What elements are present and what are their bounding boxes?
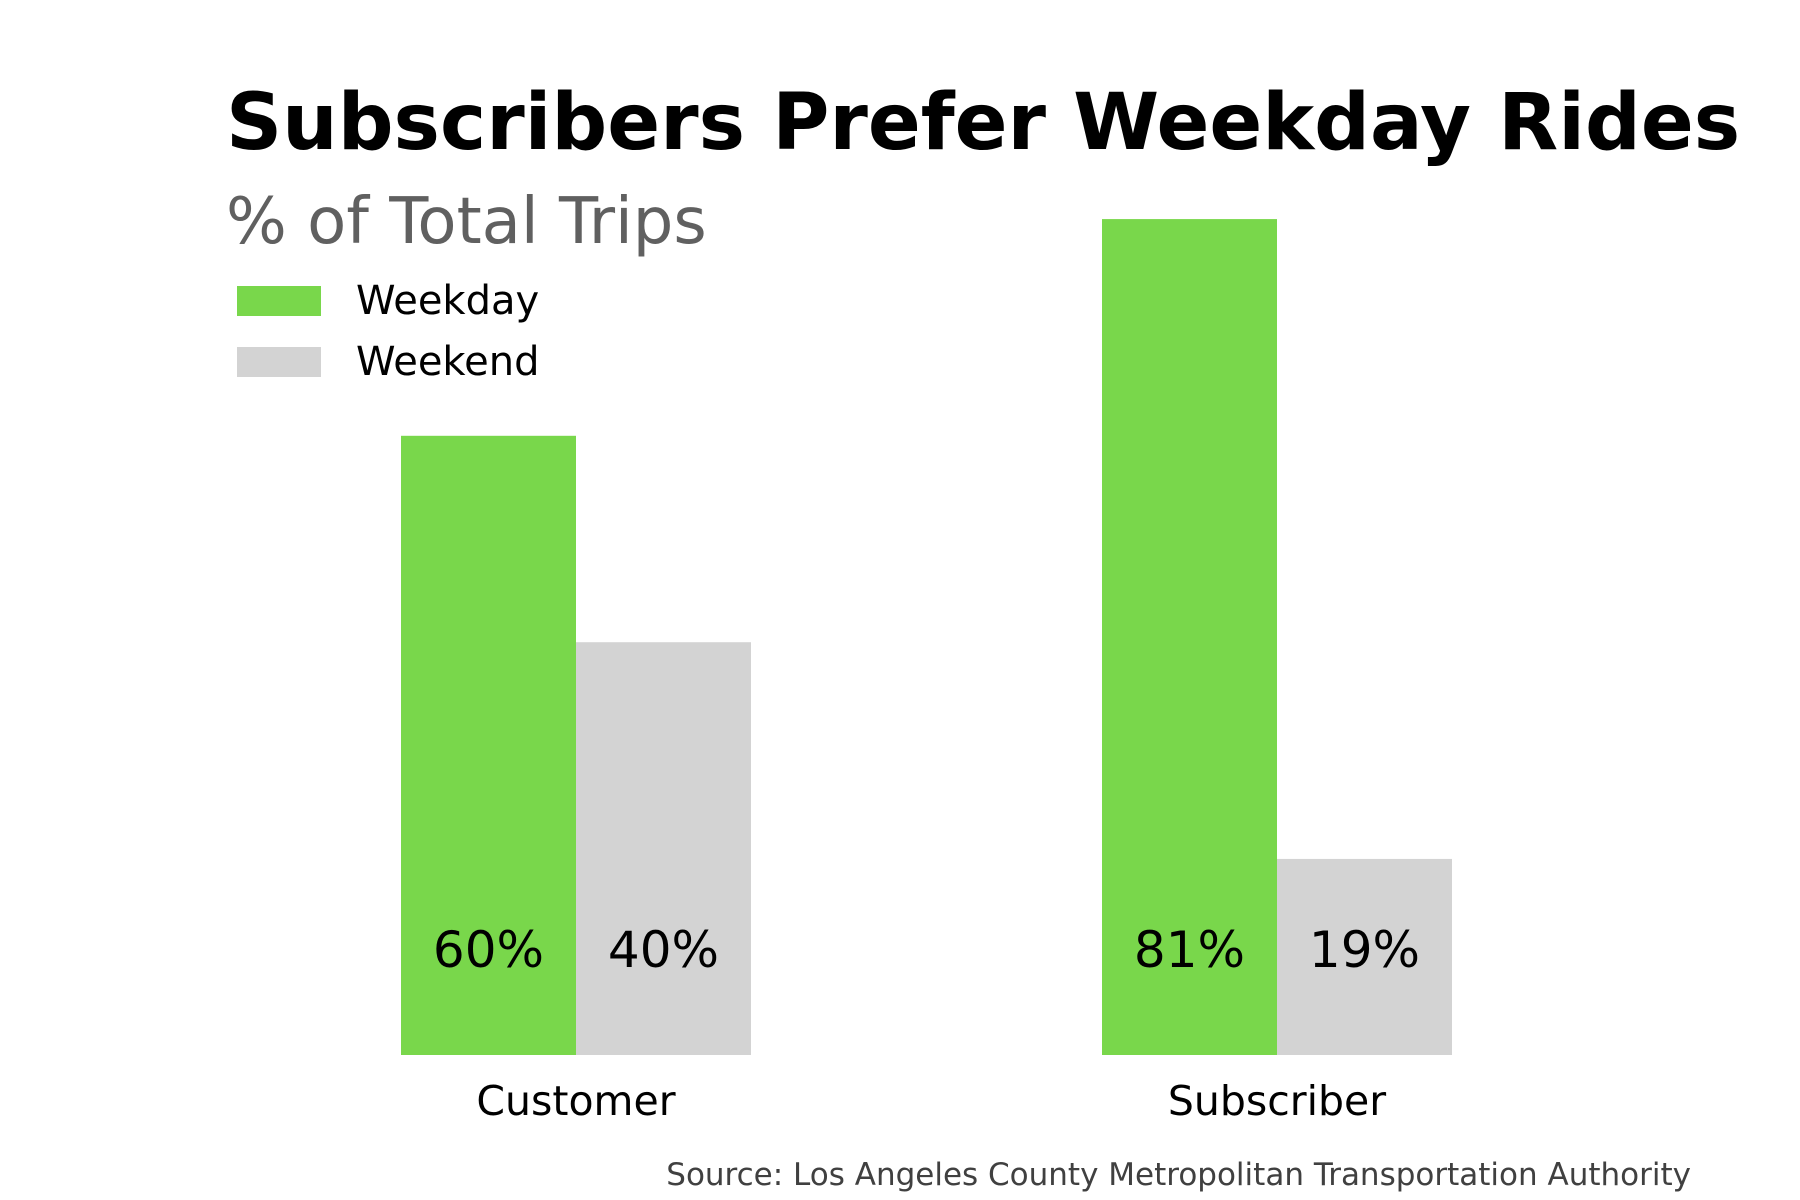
source-note: Source: Los Angeles County Metropolitan … <box>666 1157 1691 1193</box>
legend-label-weekday: Weekday <box>356 278 539 324</box>
chart-subtitle: % of Total Trips <box>226 185 707 259</box>
data-label-weekend-subscriber: 19% <box>1309 921 1420 979</box>
bar-weekday-customer <box>401 435 576 1055</box>
data-label-weekend-customer: 40% <box>608 921 719 979</box>
data-labels: 60% 40% 81% 19% <box>433 921 1420 979</box>
data-label-weekday-customer: 60% <box>433 921 544 979</box>
legend: Weekday Weekend <box>237 278 540 385</box>
chart-title: Subscribers Prefer Weekday Rides <box>226 78 1740 168</box>
bar-weekend-subscriber <box>1277 858 1452 1055</box>
legend-swatch-weekend <box>237 347 321 377</box>
legend-label-weekend: Weekend <box>356 339 540 385</box>
x-axis-ticks: Customer Subscriber <box>476 1077 1386 1125</box>
data-label-weekday-subscriber: 81% <box>1134 921 1245 979</box>
bar-weekend-customer <box>576 642 751 1055</box>
bar-weekday-subscriber <box>1102 219 1277 1055</box>
x-tick-label-customer: Customer <box>476 1077 675 1125</box>
x-tick-label-subscriber: Subscriber <box>1168 1077 1386 1125</box>
bars <box>401 219 1452 1055</box>
legend-swatch-weekday <box>237 286 321 316</box>
